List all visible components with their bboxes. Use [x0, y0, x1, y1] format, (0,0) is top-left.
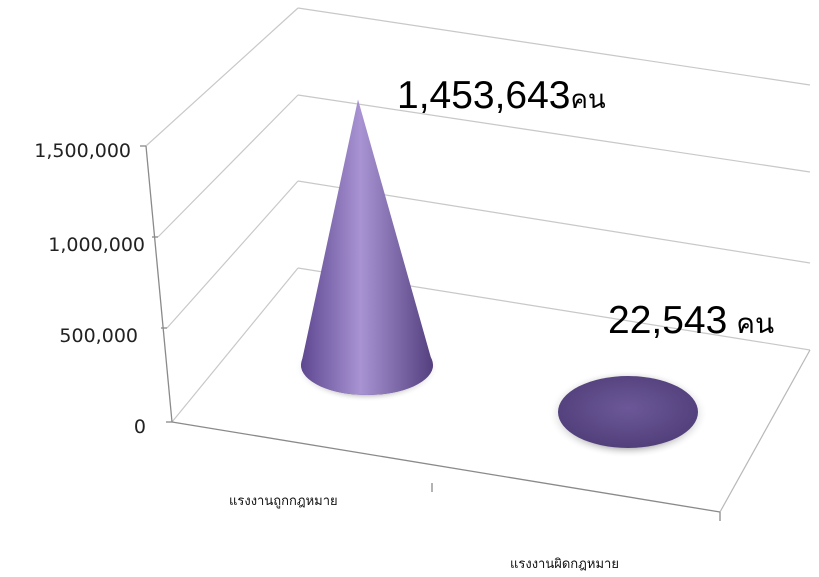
cone-1-group: [295, 99, 439, 402]
data-label-1-unit: คน: [571, 85, 606, 115]
side-wall: [145, 7, 299, 423]
category-label: แรงงานถูกกฎหมาย: [229, 494, 338, 509]
data-labels: 1,453,643คน 22,543 คน: [397, 74, 774, 342]
y-axis-line: [145, 145, 173, 423]
back-wall-gridline: [297, 94, 811, 173]
side-wall-gridline: [157, 94, 299, 238]
y-tick-labels: 1,500,000 1,000,000 500,000 0: [34, 140, 146, 438]
y-tick-label: 1,500,000: [34, 140, 131, 162]
data-label-1: 1,453,643คน: [397, 74, 606, 117]
data-label-2-number: 22,543: [608, 299, 727, 342]
side-wall-gridline: [171, 267, 299, 423]
cone-2-group: [548, 370, 708, 458]
floor-right-edge: [719, 349, 811, 513]
back-wall-gridline: [297, 7, 811, 86]
side-wall-gridline: [145, 7, 299, 147]
side-wall-gridline: [166, 180, 299, 329]
category-label: แรงงานผิดกฎหมาย: [510, 557, 619, 572]
data-label-1-number: 1,453,643: [397, 74, 571, 117]
y-tick-label: 0: [134, 416, 146, 438]
floor-and-axes: [140, 145, 811, 521]
data-label-2-unit: คน: [736, 307, 774, 340]
x-axis-line: [171, 421, 721, 513]
data-label-2: 22,543 คน: [608, 299, 774, 342]
category-labels: แรงงานถูกกฎหมาย แรงงานผิดกฎหมาย: [229, 494, 619, 572]
cone-1: [301, 99, 433, 395]
cone-2: [558, 376, 698, 448]
y-tick-label: 1,000,000: [48, 234, 145, 256]
y-tick-label: 500,000: [59, 325, 138, 347]
